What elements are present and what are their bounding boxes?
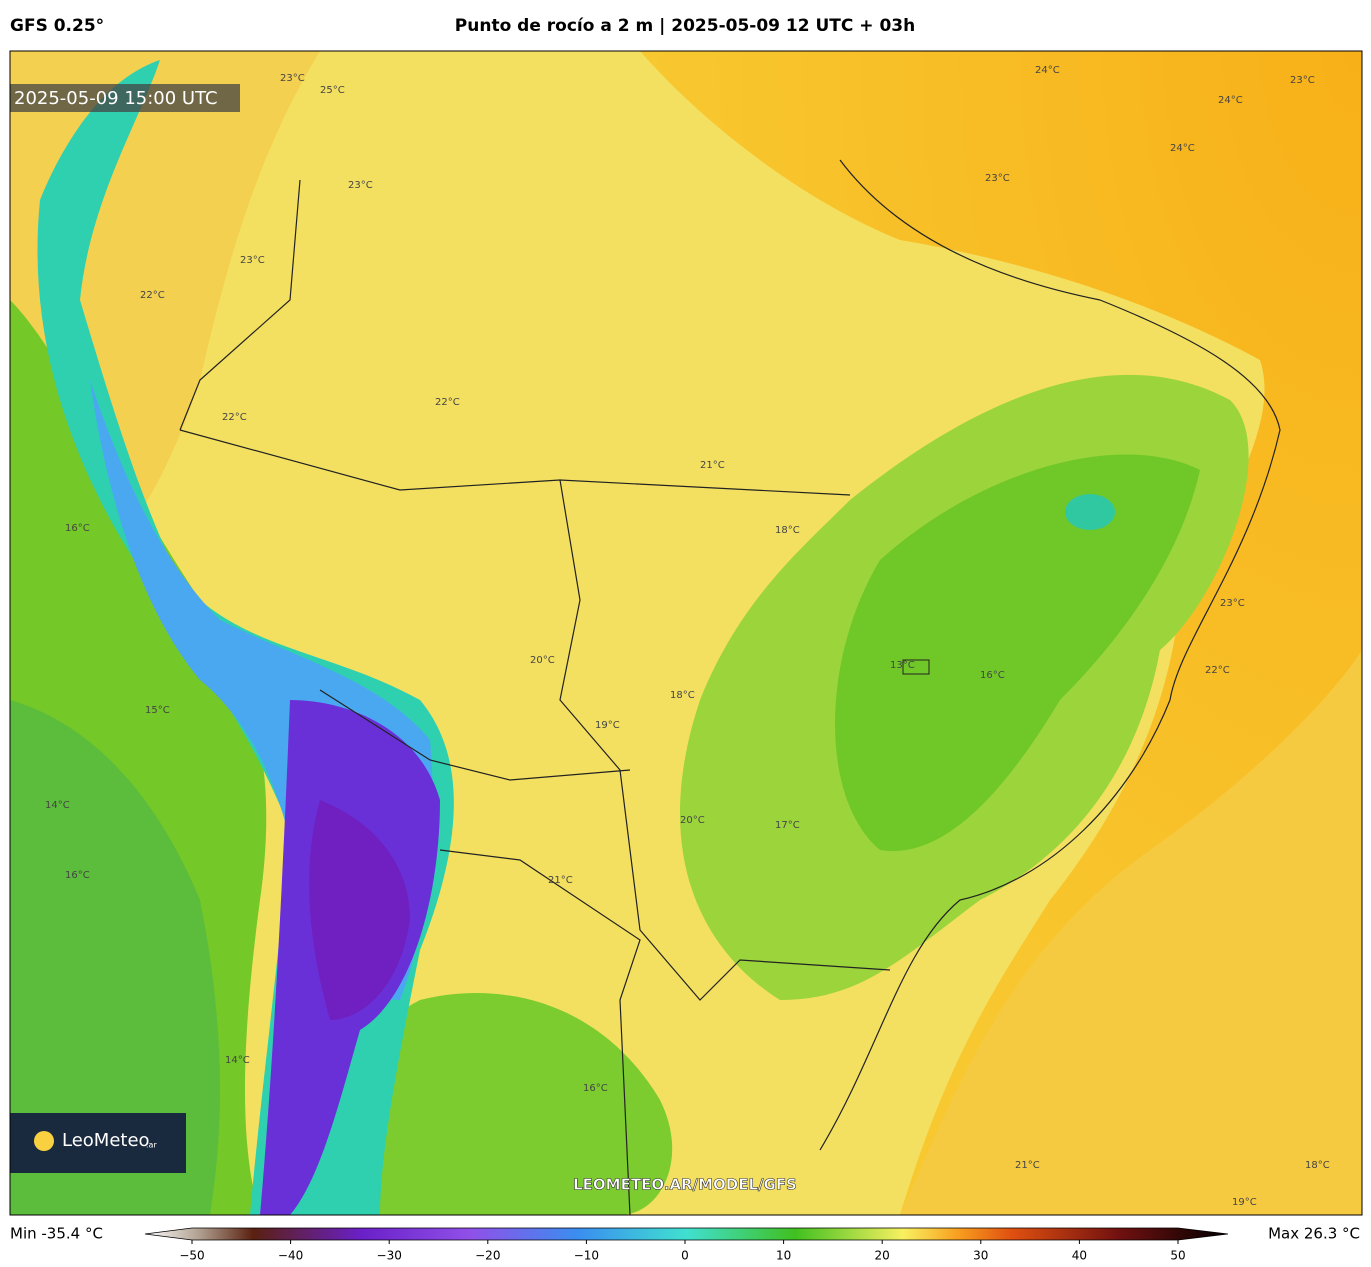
min-text: Min -35.4 °C [10,1225,103,1243]
colorbar-tick-label: −10 [574,1249,599,1263]
contour-label: 17°C [775,820,800,831]
contour-label: 22°C [435,397,460,408]
contour-label: 23°C [1220,598,1245,609]
colorbar-tick-label: −30 [377,1249,402,1263]
borders [179,159,1281,1215]
contour-label: 24°C [1218,95,1243,106]
time-box [10,84,240,112]
logo-suffix: .ar [146,1141,157,1150]
map-frame [9,50,1363,1216]
contour-label: 18°C [1305,1160,1330,1171]
logo-sun [34,1131,54,1151]
colorbar-tick-label: 40 [1072,1249,1087,1263]
contour-label: 13°C [890,660,915,671]
contour-label: 20°C [530,655,555,666]
contour-label: 16°C [583,1083,608,1094]
map-area: 23°C 25°C 24°C 23°C 24°C 24°C 23°C 23°C 23°C 22°C… [10,51,1362,1215]
colorbar-tick-label: −20 [475,1249,500,1263]
contour-label: 24°C [1035,65,1060,76]
contour-label: 20°C [680,815,705,826]
model-label: GFS 0.25° [10,16,104,36]
map-title: Punto de rocío a 2 m | 2025-05-09 12 UTC… [455,16,915,36]
colorbar-tick-label: 50 [1170,1249,1185,1263]
valid-time: 2025-05-09 15:00 UTC [14,88,218,109]
contour-label: 21°C [1015,1160,1040,1171]
contour-label: 16°C [65,523,90,534]
colorbar-tick-label: −40 [278,1249,303,1263]
colorbar-tick-label: 10 [776,1249,791,1263]
contour-label: 23°C [985,173,1010,184]
colorbar-tick-label: 20 [875,1249,890,1263]
contour-label: 16°C [65,870,90,881]
contour-label: 23°C [1290,75,1315,86]
contour-label: 23°C [280,73,305,84]
contour-label: 15°C [145,705,170,716]
colorbar-tick-label: −50 [179,1249,204,1263]
contour-label: 21°C [548,875,573,886]
contour-label: 25°C [320,85,345,96]
contour-label: 23°C [348,180,373,191]
federal-district [902,659,930,675]
contour-label: 14°C [225,1055,250,1066]
contour-label: 19°C [595,720,620,731]
contour-label: 23°C [240,255,265,266]
contour-label: 22°C [140,290,165,301]
contour-label: 16°C [980,670,1005,681]
logo-text: LeoMeteo [62,1130,150,1151]
contour-label: 21°C [700,460,725,471]
contour-label: 24°C [1170,143,1195,154]
colorbar-tick-label: 0 [681,1249,689,1263]
contour-label: 18°C [670,690,695,701]
contour-label: 18°C [775,525,800,536]
contour-label: 22°C [222,412,247,423]
contour-label: 19°C [1232,1197,1257,1208]
max-text: Max 26.3 °C [1268,1225,1360,1243]
contour-label: 14°C [45,800,70,811]
colorbar-tick-label: 30 [973,1249,988,1263]
contour-label: 22°C [1205,665,1230,676]
colorbar [144,1227,1229,1241]
watermark: LEOMETEO.AR/MODEL/GFS [573,1176,797,1194]
